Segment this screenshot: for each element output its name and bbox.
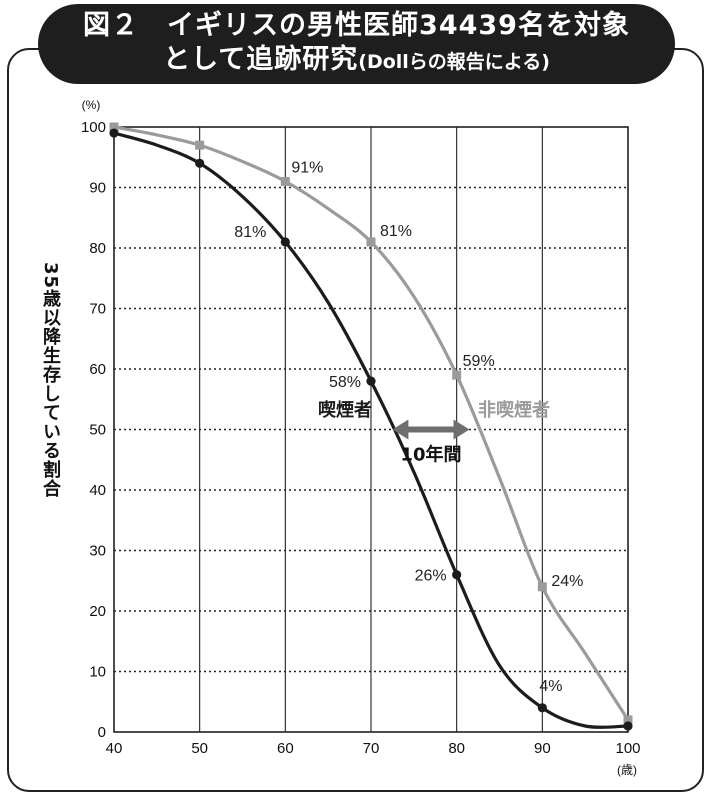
y-tick-label: 0 (98, 724, 106, 741)
y-tick-label: 50 (89, 422, 106, 439)
x-tick-label: 100 (615, 740, 640, 757)
data-point-smoker (280, 237, 290, 247)
y-tick-label: 30 (89, 543, 106, 560)
title-line2-wrap: として追跡研究(Dollらの報告による) (163, 43, 550, 80)
y-tick-label: 70 (89, 301, 106, 318)
x-tick-label: 90 (534, 740, 551, 757)
data-point-smoker (537, 703, 547, 713)
y-unit-label: (%) (82, 98, 101, 112)
arrow-head-right (453, 419, 470, 440)
y-tick-label: 40 (89, 482, 106, 499)
y-axis-label: 35歳以降生存している割合 (40, 262, 61, 499)
data-point-nonsmoker (452, 370, 462, 380)
data-label: 91% (291, 159, 323, 176)
data-point-nonsmoker (366, 237, 376, 247)
x-tick-label: 40 (106, 740, 123, 757)
y-tick-label: 90 (89, 180, 106, 197)
series-label-nonsmoker: 非喫煙者 (478, 399, 550, 421)
title-source: (Dollらの報告による) (358, 50, 550, 73)
data-point-nonsmoker (537, 582, 547, 592)
data-label: 58% (329, 374, 361, 391)
y-tick-label: 100 (81, 119, 106, 136)
data-point-smoker (452, 570, 462, 580)
data-point-nonsmoker (109, 122, 119, 132)
y-tick-label: 80 (89, 240, 106, 257)
data-point-smoker (623, 721, 633, 731)
data-point-smoker (366, 376, 376, 386)
data-point-nonsmoker (280, 176, 290, 186)
y-tick-label: 10 (89, 664, 106, 681)
y-tick-label: 60 (89, 361, 106, 378)
data-point-nonsmoker (195, 140, 205, 150)
chart-frame (7, 48, 704, 792)
arrow-head-left (392, 419, 409, 440)
title-line1: 図２ イギリスの男性医師34439名を対象 (83, 9, 630, 41)
annotation-label: 10年間 (400, 444, 461, 466)
x-tick-label: 60 (277, 740, 294, 757)
x-tick-label: 80 (448, 740, 465, 757)
data-label: 26% (415, 568, 447, 585)
series-line-smoker (113, 131, 629, 729)
data-label: 59% (463, 353, 495, 370)
data-label: 81% (234, 224, 266, 241)
data-point-smoker (109, 128, 119, 138)
data-label: 24% (551, 573, 583, 590)
title-banner: 図２ イギリスの男性医師34439名を対象 として追跡研究(Dollらの報告によ… (38, 4, 675, 84)
x-tick-label: 50 (191, 740, 208, 757)
x-axis-label: (歳) (617, 763, 637, 777)
data-point-nonsmoker (623, 715, 633, 725)
title-line2: として追跡研究 (163, 43, 359, 75)
x-tick-label: 70 (363, 740, 380, 757)
data-point-smoker (195, 158, 205, 168)
y-tick-label: 20 (89, 603, 106, 620)
data-label: 4% (539, 678, 562, 695)
series-label-smoker: 喫煙者 (318, 399, 372, 421)
data-label: 81% (380, 223, 412, 240)
